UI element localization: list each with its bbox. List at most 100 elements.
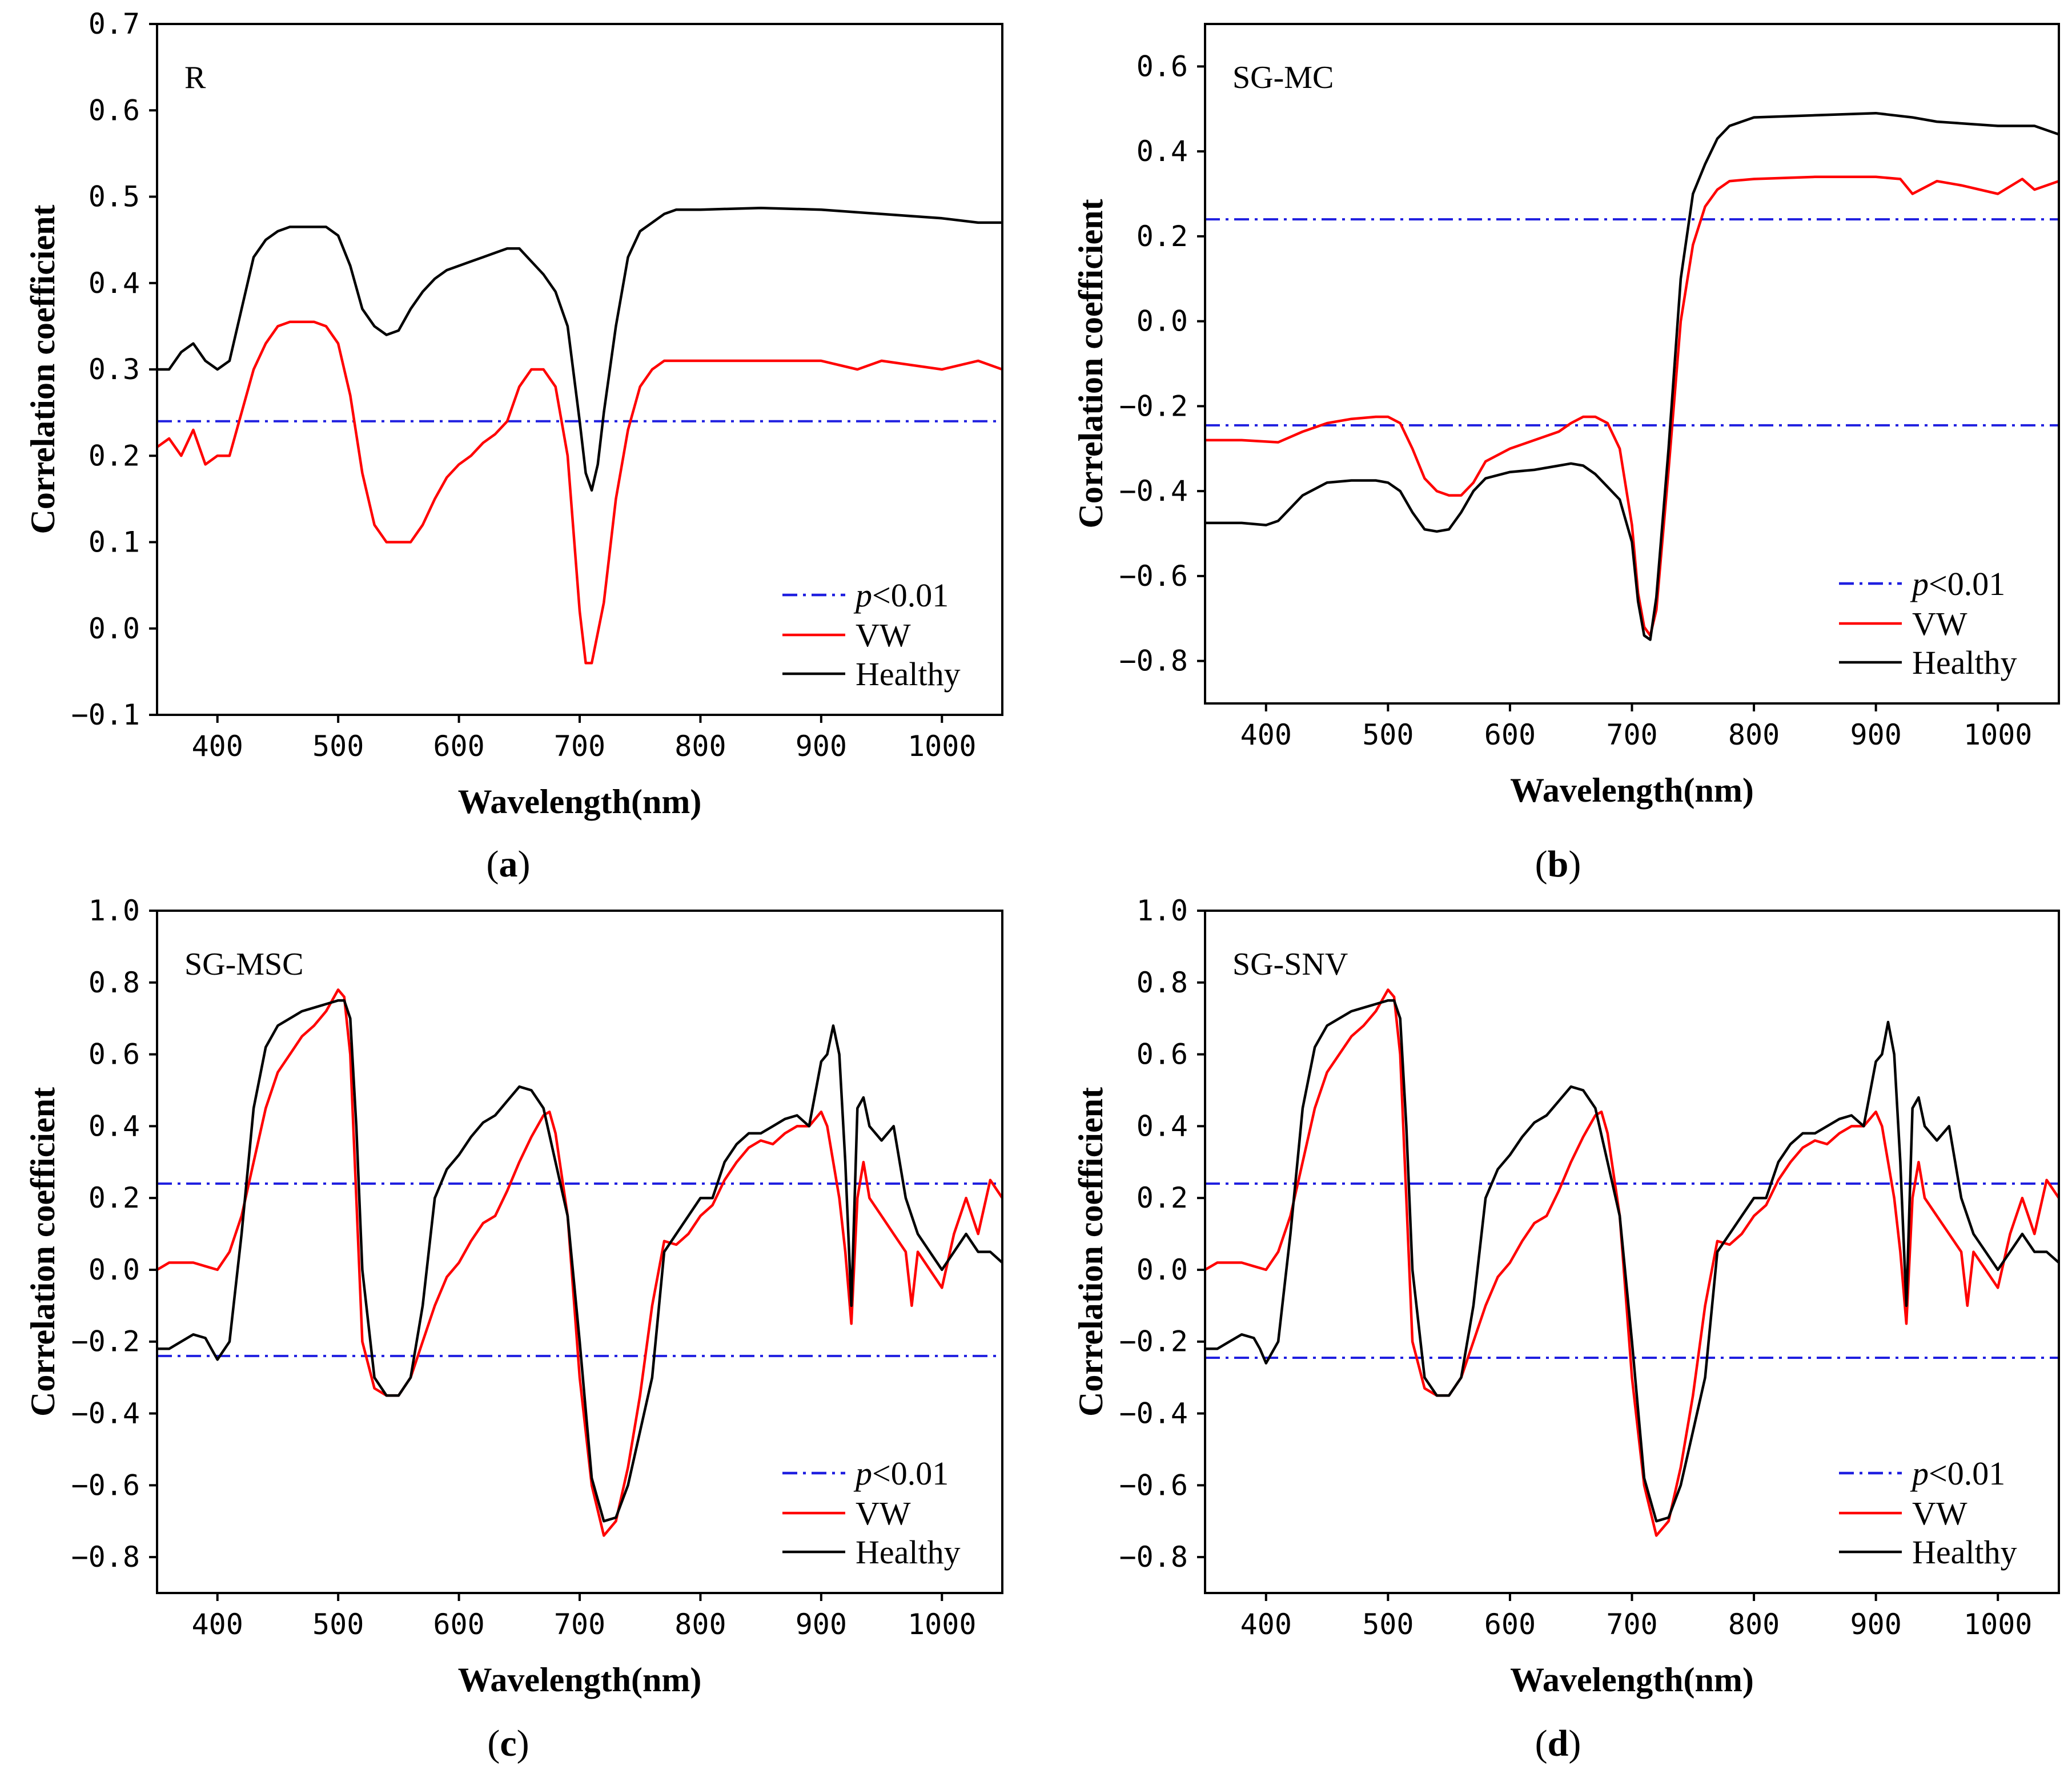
y-tick-label: 0.0: [1137, 305, 1188, 338]
x-tick-label: 700: [554, 1608, 605, 1641]
legend-entry-vw: VW: [856, 1495, 911, 1532]
y-tick-label: −0.8: [1119, 1540, 1188, 1574]
y-tick-label: 0.7: [89, 7, 140, 41]
y-tick-label: 0.2: [89, 1181, 140, 1214]
x-tick-label: 900: [796, 730, 847, 763]
series-line-vw: [1205, 175, 2059, 637]
subfigure-label: (d): [1535, 1723, 1581, 1764]
legend-entry-healthy: Healthy: [1912, 1534, 2017, 1571]
x-tick-label: 700: [1606, 1608, 1657, 1641]
panel-d: 400 500 600 700 800 900 1000 −0.8 −0.6 −0.4 −0.2 0.…: [1072, 894, 2060, 1764]
legend-p-symbol: p: [853, 577, 872, 614]
y-tick-label: −0.2: [1119, 1325, 1188, 1358]
x-axis-title: Wavelength(nm): [458, 783, 702, 820]
y-tick-label: −0.2: [71, 1325, 140, 1358]
legend-entry-threshold: p<0.01: [1910, 565, 2005, 602]
series-line-healthy: [1205, 111, 2059, 641]
y-tick-label: 0.8: [1137, 966, 1188, 999]
x-tick-label: 700: [1606, 718, 1657, 751]
x-axis-title: Wavelength(nm): [1510, 1661, 1754, 1699]
legend-entry-healthy: Healthy: [856, 655, 961, 693]
legend-p-value: <0.01: [1929, 1455, 2005, 1492]
x-tick-label: 800: [1728, 718, 1780, 751]
legend-entry-healthy: Healthy: [1912, 644, 2017, 681]
x-tick-label: 900: [796, 1608, 847, 1641]
subfigure-label-part: ): [1568, 843, 1581, 885]
x-tick-label: 1000: [1963, 718, 2032, 751]
x-tick-label: 900: [1850, 1608, 1901, 1641]
x-tick-label: 900: [1850, 718, 1901, 751]
panel-title: SG-MC: [1232, 60, 1334, 95]
legend-p-symbol: p: [1910, 1455, 1929, 1492]
subfigure-label: (b): [1535, 843, 1581, 885]
subfigure-label-part: a: [499, 843, 518, 885]
x-axis-title: Wavelength(nm): [458, 1661, 702, 1699]
legend-entry-vw: VW: [1912, 605, 1967, 642]
legend-p-value: <0.01: [872, 577, 949, 614]
panel-a: 400 500 600 700 800 900 1000 −0.1 0.0 0.1 0.2 0.3 0.…: [24, 7, 1003, 885]
legend-entry-healthy: Healthy: [856, 1534, 961, 1571]
legend-p-value: <0.01: [1929, 565, 2005, 602]
y-axis-title: Correlation coefficient: [1072, 199, 1110, 528]
y-tick-label: 0.6: [1137, 50, 1188, 83]
legend-p-symbol: p: [853, 1455, 872, 1492]
x-tick-label: 800: [674, 1608, 726, 1641]
panel-title: SG-MSC: [184, 947, 304, 982]
x-tick-label: 1000: [907, 730, 976, 763]
x-tick-label: 700: [554, 730, 605, 763]
y-tick-label: 1.0: [89, 894, 140, 927]
y-tick-label: −0.6: [1119, 560, 1188, 593]
y-tick-label: 0.6: [1137, 1038, 1188, 1071]
y-tick-label: 0.4: [89, 267, 140, 300]
legend-entry-threshold: p<0.01: [853, 577, 949, 614]
x-tick-label: 400: [192, 1608, 243, 1641]
y-tick-label: −0.4: [71, 1397, 140, 1430]
x-tick-label: 400: [192, 730, 243, 763]
x-axis-title: Wavelength(nm): [1510, 771, 1754, 809]
y-tick-label: 0.1: [89, 526, 140, 559]
subfigure-label-part: (: [487, 1723, 500, 1764]
y-tick-label: 1.0: [1137, 894, 1188, 927]
subfigure-label-part: (: [487, 843, 499, 885]
legend-p-symbol: p: [1910, 565, 1929, 602]
x-tick-label: 600: [433, 1608, 484, 1641]
x-tick-label: 800: [1728, 1608, 1780, 1641]
y-tick-label: 0.4: [1137, 1109, 1188, 1143]
series-line-vw: [157, 320, 1002, 665]
subfigure-label-part: ): [517, 1723, 529, 1764]
y-tick-label: 0.2: [1137, 1181, 1188, 1214]
subfigure-label-part: (: [1535, 1723, 1548, 1764]
y-tick-label: 0.2: [89, 439, 140, 472]
y-axis-title: Correlation coefficient: [24, 204, 62, 534]
y-tick-label: 0.8: [89, 966, 140, 999]
x-tick-label: 500: [1362, 1608, 1414, 1641]
legend-entry-vw: VW: [856, 617, 911, 654]
y-tick-label: −0.6: [1119, 1469, 1188, 1502]
subfigure-label: (a): [487, 843, 531, 885]
y-tick-label: 0.3: [89, 353, 140, 386]
y-tick-label: −0.2: [1119, 389, 1188, 423]
x-tick-label: 500: [1362, 718, 1414, 751]
panel-b: 400 500 600 700 800 900 1000 −0.8 −0.6 −0.4 −0.2 0.…: [1072, 23, 2060, 885]
series-line-vw: [157, 988, 1002, 1537]
y-tick-label: 0.0: [1137, 1253, 1188, 1286]
x-tick-label: 800: [674, 730, 726, 763]
y-tick-label: 0.6: [89, 94, 140, 127]
x-tick-label: 500: [312, 730, 364, 763]
panel-title: SG-SNV: [1232, 947, 1348, 982]
x-tick-label: 400: [1240, 718, 1292, 751]
y-tick-label: 0.6: [89, 1038, 140, 1071]
y-tick-label: −0.6: [71, 1469, 140, 1502]
y-tick-label: 0.4: [89, 1109, 140, 1143]
x-tick-label: 400: [1240, 1608, 1292, 1641]
legend-entry-threshold: p<0.01: [853, 1455, 949, 1492]
legend-p-value: <0.01: [872, 1455, 949, 1492]
y-axis-title: Correlation coefficient: [24, 1087, 62, 1417]
panel-c: 400 500 600 700 800 900 1000 −0.8 −0.6 −0.4 −0.2 0.…: [24, 894, 1003, 1764]
y-tick-label: 0.4: [1137, 135, 1188, 168]
series-line-healthy: [157, 999, 1002, 1523]
panel-title: R: [184, 60, 206, 95]
subfigure-label-part: ): [1568, 1723, 1581, 1764]
subfigure-label-part: b: [1548, 843, 1569, 885]
